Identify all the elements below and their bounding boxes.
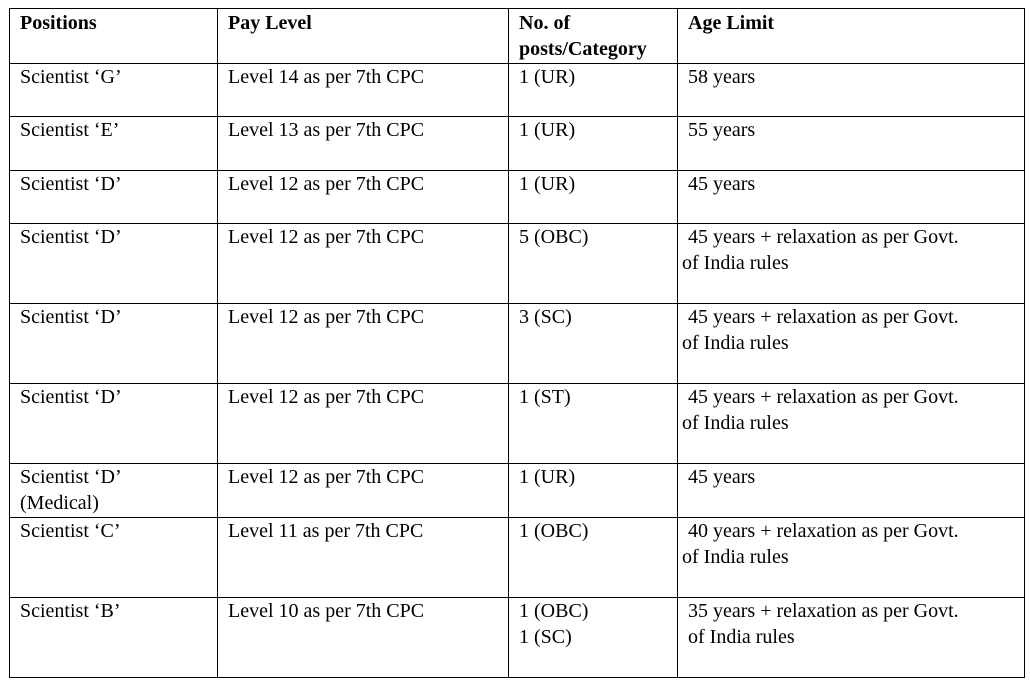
pay-level-cell: Level 13 as per 7th CPC: [217, 116, 509, 171]
pay-level-cell: Level 12 as per 7th CPC: [217, 170, 509, 224]
table-row: Scientist ‘D’ Level 12 as per 7th CPC 5 (O…: [9, 223, 1025, 304]
position-cell: Scientist ‘D’: [9, 223, 218, 304]
posts-cell: 1 (UR): [508, 463, 678, 518]
table-body: Scientist ‘G’ Level 14 as per 7th CPC 1 (U…: [9, 63, 1025, 678]
posts-table: Positions Pay Level No. of posts/Categor…: [9, 8, 1025, 678]
position-cell-line: Scientist ‘C’: [20, 520, 121, 542]
pay-level-cell: Level 11 as per 7th CPC: [217, 517, 509, 598]
pay-level-cell: Level 12 as per 7th CPC: [217, 223, 509, 304]
position-cell-line: Scientist ‘E’: [20, 119, 120, 141]
posts-cell-line: 1 (SC): [519, 626, 572, 648]
position-cell-line: Scientist ‘B’: [20, 600, 121, 622]
header-posts-category: No. of posts/Category: [508, 8, 678, 64]
age-limit-cell-line: 35 years + relaxation as per Govt.: [688, 600, 959, 622]
table-row: Scientist ‘E’ Level 13 as per 7th CPC 1 (U…: [9, 116, 1025, 171]
position-cell: Scientist ‘D’ (Medical): [9, 463, 218, 518]
age-limit-cell: 45 years: [677, 463, 1025, 518]
posts-cell: 1 (OBC): [508, 517, 678, 598]
posts-cell-line: 1 (ST): [519, 386, 571, 408]
pay-level-cell: Level 12 as per 7th CPC: [217, 383, 509, 464]
posts-cell: 1 (UR): [508, 63, 678, 117]
position-cell-line: Scientist ‘D’: [20, 306, 122, 328]
pay-level-cell: Level 10 as per 7th CPC: [217, 597, 509, 678]
position-cell-line: Scientist ‘D’: [20, 466, 122, 488]
position-cell-line: Scientist ‘D’: [20, 386, 122, 408]
position-cell: Scientist ‘D’: [9, 170, 218, 224]
age-limit-cell-line: of India rules: [688, 626, 795, 648]
age-limit-cell-line: 55 years: [688, 119, 756, 141]
age-limit-cell: 45 years + relaxation as per Govt. of Ind…: [677, 383, 1025, 464]
table-row: Scientist ‘B’ Level 10 as per 7th CPC 1 (O…: [9, 597, 1025, 678]
posts-cell-line: 1 (OBC): [519, 520, 589, 542]
position-cell-line: (Medical): [20, 492, 99, 514]
header-positions: Positions: [9, 8, 218, 64]
age-limit-cell-line: 40 years + relaxation as per Govt.: [688, 520, 959, 542]
posts-cell-line: 1 (OBC): [519, 600, 589, 622]
age-limit-cell-line: 45 years + relaxation as per Govt.: [688, 386, 959, 408]
header-pay-level: Pay Level: [217, 8, 509, 64]
table-row: Scientist ‘D’ (Medical) Level 12 as per 7t…: [9, 463, 1025, 518]
position-cell: Scientist ‘B’: [9, 597, 218, 678]
pay-level-cell: Level 12 as per 7th CPC: [217, 463, 509, 518]
pay-level-cell: Level 14 as per 7th CPC: [217, 63, 509, 117]
age-limit-cell-line: 45 years + relaxation as per Govt.: [688, 226, 959, 248]
age-limit-cell: 58 years: [677, 63, 1025, 117]
position-cell: Scientist ‘D’: [9, 303, 218, 384]
age-limit-cell-line: 45 years + relaxation as per Govt.: [688, 306, 959, 328]
age-limit-cell-line: of India rules: [682, 412, 789, 434]
age-limit-cell-line: of India rules: [682, 252, 789, 274]
age-limit-cell: 40 years + relaxation as per Govt. of Ind…: [677, 517, 1025, 598]
table-row: Scientist ‘G’ Level 14 as per 7th CPC 1 (U…: [9, 63, 1025, 117]
pay-level-cell: Level 12 as per 7th CPC: [217, 303, 509, 384]
table-row: Scientist ‘D’ Level 12 as per 7th CPC 1 (U…: [9, 170, 1025, 224]
position-cell-line: Scientist ‘G’: [20, 66, 122, 88]
age-limit-cell: 45 years + relaxation as per Govt. of Ind…: [677, 303, 1025, 384]
age-limit-cell: 45 years + relaxation as per Govt. of Ind…: [677, 223, 1025, 304]
posts-cell: 1 (UR): [508, 170, 678, 224]
posts-cell: 1 (UR): [508, 116, 678, 171]
header-posts-line-1: No. of: [519, 12, 571, 34]
table-header-row: Positions Pay Level No. of posts/Categor…: [9, 8, 1025, 64]
position-cell: Scientist ‘D’: [9, 383, 218, 464]
position-cell: Scientist ‘E’: [9, 116, 218, 171]
posts-cell: 3 (SC): [508, 303, 678, 384]
age-limit-cell-line: of India rules: [682, 332, 789, 354]
table-row: Scientist ‘C’ Level 11 as per 7th CPC 1 (O…: [9, 517, 1025, 598]
posts-cell: 1 (ST): [508, 383, 678, 464]
posts-cell-line: 3 (SC): [519, 306, 572, 328]
age-limit-cell: 45 years: [677, 170, 1025, 224]
table-row: Scientist ‘D’ Level 12 as per 7th CPC 1 (S…: [9, 383, 1025, 464]
age-limit-cell-line: 58 years: [688, 66, 756, 88]
position-cell-line: Scientist ‘D’: [20, 173, 122, 195]
posts-cell-line: 1 (UR): [519, 173, 576, 195]
age-limit-cell-line: of India rules: [682, 546, 789, 568]
posts-cell-line: 1 (UR): [519, 119, 576, 141]
posts-cell: 5 (OBC): [508, 223, 678, 304]
age-limit-cell-line: 45 years: [688, 173, 756, 195]
posts-cell-line: 1 (UR): [519, 66, 576, 88]
age-limit-cell: 55 years: [677, 116, 1025, 171]
position-cell: Scientist ‘C’: [9, 517, 218, 598]
posts-cell: 1 (OBC) 1 (SC): [508, 597, 678, 678]
age-limit-cell: 35 years + relaxation as per Govt. of Ind…: [677, 597, 1025, 678]
table-row: Scientist ‘D’ Level 12 as per 7th CPC 3 (S…: [9, 303, 1025, 384]
posts-cell-line: 1 (UR): [519, 466, 576, 488]
posts-cell-line: 5 (OBC): [519, 226, 589, 248]
header-posts-line-2: posts/Category: [519, 38, 647, 60]
age-limit-cell-line: 45 years: [688, 466, 756, 488]
position-cell-line: Scientist ‘D’: [20, 226, 122, 248]
position-cell: Scientist ‘G’: [9, 63, 218, 117]
header-age-limit: Age Limit: [677, 8, 1025, 64]
